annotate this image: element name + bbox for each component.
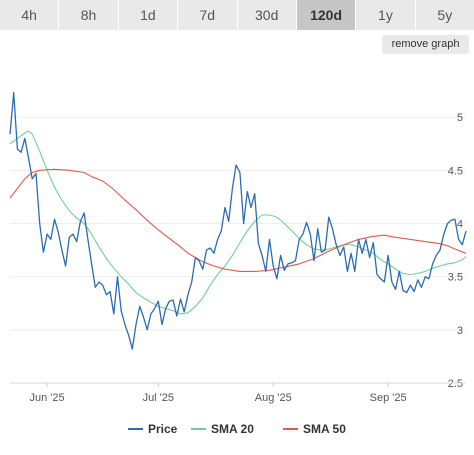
tab-120d[interactable]: 120d — [296, 0, 357, 30]
y-tick-label: 2.5 — [448, 378, 463, 390]
legend-label: Price — [148, 422, 178, 436]
tab-5y[interactable]: 5y — [437, 7, 453, 23]
tab-1d[interactable]: 1d — [119, 0, 179, 30]
legend-label: SMA 20 — [211, 422, 254, 436]
x-tick-label: Jun '25 — [30, 392, 65, 404]
series-line-sma-50 — [9, 168, 467, 272]
y-axis-ticks: 2.5 3 3.5 4 4.5 5 — [448, 112, 463, 390]
tab-8h[interactable]: 8h — [59, 0, 119, 30]
tab-4h[interactable]: 4h — [0, 0, 60, 30]
y-tick-label: 5 — [457, 112, 463, 124]
legend-label: SMA 50 — [303, 422, 346, 436]
tab-1y[interactable]: 1y — [356, 0, 416, 30]
series-lines — [9, 92, 467, 350]
tab-30d[interactable]: 30d — [238, 0, 297, 30]
series-line-sma-20 — [9, 130, 467, 315]
remove-graph-button[interactable]: remove graph — [382, 35, 469, 54]
y-tick-label: 3.5 — [448, 272, 463, 284]
y-tick-label: 4.5 — [448, 165, 463, 177]
x-axis-ticks: Jun '25 Jul '25 Aug '25 Sep '25 — [10, 382, 466, 404]
y-tick-label: 3 — [457, 325, 463, 337]
time-range-tabs: 4h 8h 1d 7d 30d 120d 1y 5y — [0, 0, 474, 30]
tab-7d[interactable]: 7d — [178, 0, 238, 30]
chart-legend: Price SMA 20 SMA 50 — [128, 422, 346, 436]
series-line-price — [9, 92, 467, 350]
grid-lines — [10, 116, 466, 384]
x-tick-label: Sep '25 — [370, 392, 407, 404]
x-tick-label: Aug '25 — [255, 392, 292, 404]
y-tick-label: 4 — [457, 219, 463, 231]
x-tick-label: Jul '25 — [143, 392, 174, 404]
